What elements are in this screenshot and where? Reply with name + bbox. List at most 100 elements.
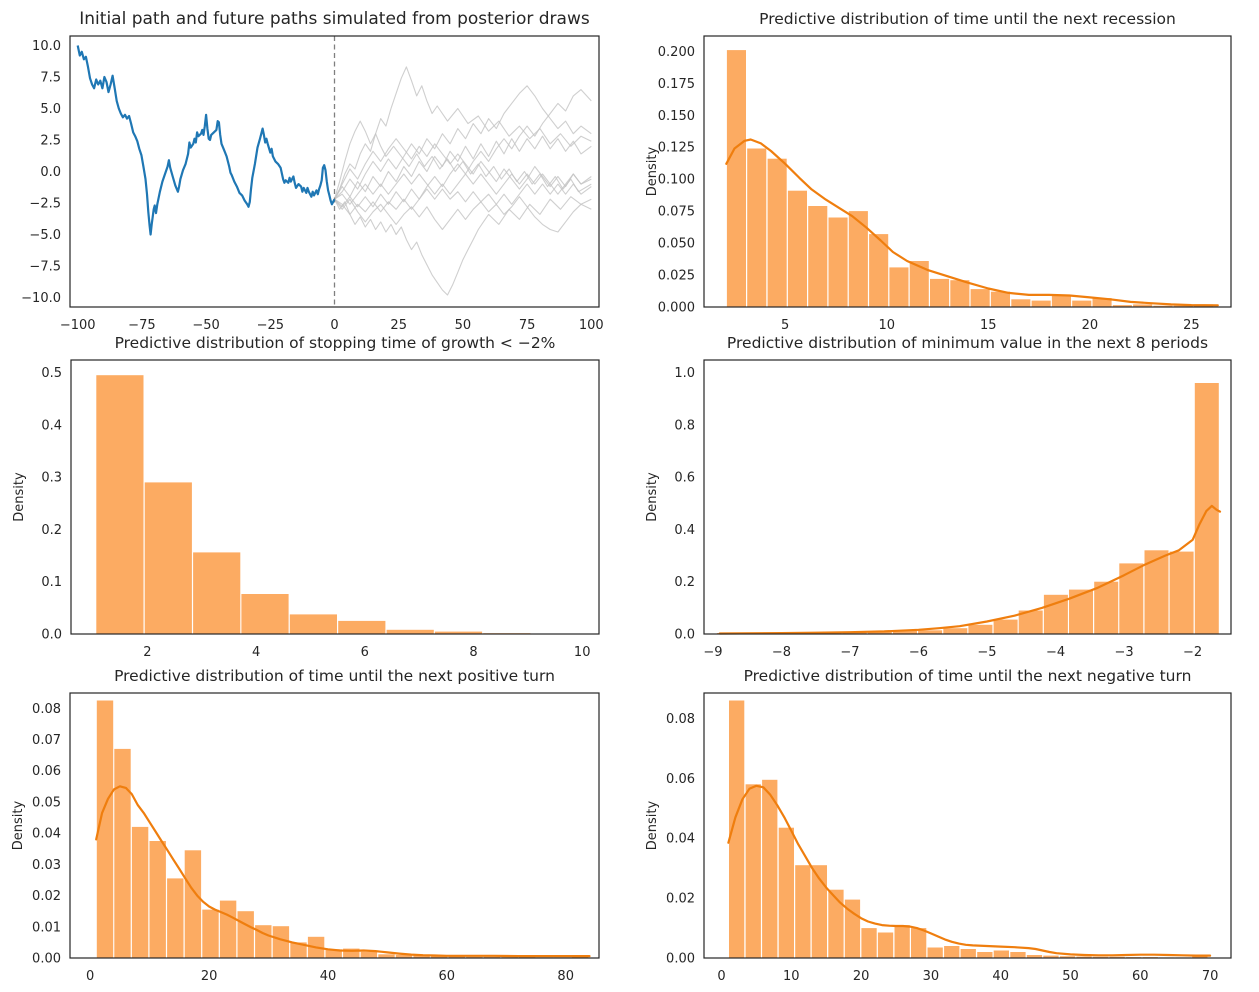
x-tick-label: 4 <box>252 645 260 660</box>
hist-bar <box>1092 298 1112 307</box>
x-tick-label: −4 <box>1046 645 1065 660</box>
y-tick-label: −2.5 <box>29 197 61 212</box>
y-tick-label: 0.06 <box>32 764 61 779</box>
hist-bar <box>787 190 807 307</box>
y-axis-label: Density <box>11 800 26 850</box>
y-axis-label: Density <box>645 800 660 850</box>
y-tick-label: 0.06 <box>666 772 695 787</box>
hist-bar <box>360 951 378 958</box>
y-tick-label: 0.4 <box>41 418 62 433</box>
future-path <box>334 85 592 200</box>
y-tick-label: 0.08 <box>666 712 695 727</box>
x-tick-label: 25 <box>390 318 407 333</box>
x-tick-label: 15 <box>980 318 997 333</box>
hist-bar <box>96 375 144 634</box>
kde-line <box>727 784 1212 957</box>
x-tick-label: −25 <box>257 318 284 333</box>
y-axis-label: Density <box>645 146 660 196</box>
hist-bar <box>909 261 929 307</box>
x-tick-label: 25 <box>1183 318 1200 333</box>
x-tick-label: 30 <box>923 969 940 984</box>
hist-bar <box>1173 305 1193 307</box>
x-tick-label: 60 <box>439 969 456 984</box>
x-tick-label: 6 <box>361 645 369 660</box>
hist-bar <box>1133 304 1153 307</box>
y-tick-label: 0.2 <box>41 523 62 538</box>
hist-bar <box>918 630 943 634</box>
y-tick-label: 0.07 <box>32 733 61 748</box>
hist-bar <box>1018 610 1043 634</box>
y-tick-label: 0.000 <box>658 301 695 316</box>
y-tick-label: 0.04 <box>666 832 695 847</box>
hist-bar <box>167 878 184 958</box>
hist-bar <box>193 552 241 634</box>
y-tick-label: 2.5 <box>40 134 61 149</box>
y-tick-label: 5.0 <box>40 102 61 117</box>
hist-bar <box>431 956 448 958</box>
future-path <box>334 135 592 200</box>
x-tick-label: 0 <box>86 969 94 984</box>
y-tick-label: 0.200 <box>658 45 695 60</box>
x-tick-label: 20 <box>1082 318 1099 333</box>
hist-bar <box>927 947 943 958</box>
axes-spines <box>703 692 1232 959</box>
y-tick-label: 0.150 <box>658 109 695 124</box>
hist-bar <box>272 926 290 958</box>
y-tick-label: 0.050 <box>658 237 695 252</box>
hist-bar <box>1112 305 1132 307</box>
y-tick-label: 0.02 <box>666 892 695 907</box>
y-tick-label: 0.03 <box>32 858 61 873</box>
hist-bar <box>144 482 192 634</box>
hist-bar <box>911 928 927 958</box>
hist-bar <box>960 949 976 958</box>
hist-bar <box>993 950 1009 958</box>
x-tick-label: 10 <box>879 318 896 333</box>
y-tick-label: 1.0 <box>674 366 695 381</box>
hist-bar <box>762 779 778 958</box>
x-tick-label: −3 <box>1115 645 1134 660</box>
hist-bar <box>778 827 794 958</box>
y-tick-label: 0.04 <box>32 827 61 842</box>
y-tick-label: 0.02 <box>32 889 61 904</box>
hist-bar <box>1144 550 1169 634</box>
hist-bar <box>343 948 360 958</box>
hist-bar <box>1010 952 1026 958</box>
hist-bar <box>943 628 968 634</box>
x-tick-label: 10 <box>574 645 591 660</box>
hist-bar <box>893 630 917 634</box>
y-tick-label: 0.100 <box>658 173 695 188</box>
x-tick-label: −8 <box>772 645 791 660</box>
axes-spines <box>69 692 600 959</box>
hist-bar <box>325 949 342 958</box>
x-tick-label: 20 <box>201 969 218 984</box>
hist-bar <box>237 911 254 958</box>
axes-spines <box>703 359 1232 635</box>
hist-bar <box>767 158 787 307</box>
future-path <box>334 138 592 200</box>
hist-bar <box>1059 956 1076 958</box>
kde-line <box>725 138 1219 307</box>
panel-title: Predictive distribution of time until th… <box>759 10 1176 28</box>
hist-bar <box>869 234 889 307</box>
future-path <box>334 173 592 205</box>
x-tick-label: 0 <box>330 318 338 333</box>
hist-bar <box>1043 955 1059 958</box>
hist-bar <box>848 211 868 307</box>
x-tick-label: −7 <box>840 645 859 660</box>
y-tick-label: −7.5 <box>29 260 61 275</box>
future-path <box>334 196 592 296</box>
y-tick-label: 0.00 <box>32 952 61 967</box>
panel-time-until-next-recession: 5 10 15 20 25 0.000 0.025 0.050 0.075 0.100 0.125 0… <box>645 10 1232 333</box>
panel-time-until-next-negative-turn: 0 10 20 30 40 50 60 70 0.00 0.02 0.04 0.06 0.08 Predi… <box>645 667 1232 984</box>
y-axis-label: Density <box>12 472 27 522</box>
panel-title: Predictive distribution of stopping time… <box>115 334 556 352</box>
panel-title: Predictive distribution of time until th… <box>744 667 1192 685</box>
x-tick-label: 10 <box>783 969 800 984</box>
hist-bar <box>378 954 395 958</box>
x-tick-label: −50 <box>192 318 219 333</box>
hist-bar <box>96 700 114 958</box>
hist-bar <box>1094 581 1119 634</box>
hist-bar <box>255 925 272 958</box>
